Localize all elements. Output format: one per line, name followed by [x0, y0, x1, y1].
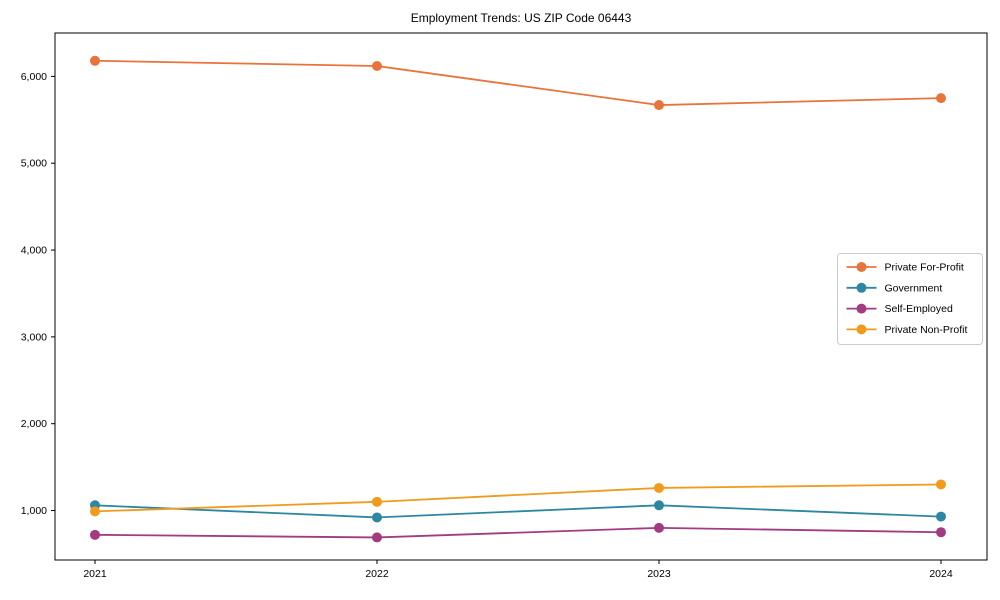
y-tick-label: 3,000: [21, 331, 47, 343]
legend-label-government: Government: [885, 282, 943, 294]
legend-marker-self-employed: [856, 303, 867, 314]
data-point-private-non-profit: [654, 482, 664, 493]
data-point-government: [654, 500, 664, 511]
data-point-self-employed: [90, 529, 100, 540]
chart-title: Employment Trends: US ZIP Code 06443: [410, 11, 632, 25]
data-point-private-for-profit: [654, 100, 664, 111]
y-tick-label: 4,000: [21, 245, 47, 257]
legend-marker-private-non-profit: [856, 324, 867, 335]
data-point-private-for-profit: [936, 93, 946, 104]
data-point-private-non-profit: [90, 506, 100, 517]
series-line-government: [94, 504, 942, 519]
plot-border: [54, 32, 988, 561]
series-line-private-non-profit: [94, 483, 942, 513]
x-tick-label: 2023: [647, 568, 671, 580]
data-point-private-non-profit: [372, 496, 382, 507]
legend-box: [837, 253, 983, 345]
series-line-self-employed: [94, 526, 942, 539]
data-point-self-employed: [372, 532, 382, 543]
data-point-self-employed: [654, 522, 664, 533]
x-tick-label: 2024: [929, 568, 953, 580]
legend-label-private-non-profit: Private Non-Profit: [885, 324, 968, 336]
y-tick-label: 6,000: [21, 71, 47, 83]
legend-label-private-for-profit: Private For-Profit: [885, 262, 964, 274]
y-tick-label: 2,000: [21, 418, 47, 430]
data-point-private-for-profit: [90, 55, 100, 66]
y-tick-label: 5,000: [21, 158, 47, 170]
x-tick-label: 2022: [365, 568, 389, 580]
data-point-self-employed: [936, 527, 946, 538]
y-tick-label: 1,000: [21, 505, 47, 517]
data-point-government: [936, 511, 946, 522]
series-line-private-for-profit: [94, 59, 942, 106]
legend-marker-government: [856, 282, 867, 293]
legend-label-self-employed: Self-Employed: [885, 303, 953, 315]
data-point-private-for-profit: [372, 60, 382, 71]
x-tick-label: 2021: [83, 568, 107, 580]
legend-marker-private-for-profit: [856, 262, 867, 272]
data-point-government: [372, 512, 382, 523]
data-point-private-non-profit: [936, 479, 946, 490]
